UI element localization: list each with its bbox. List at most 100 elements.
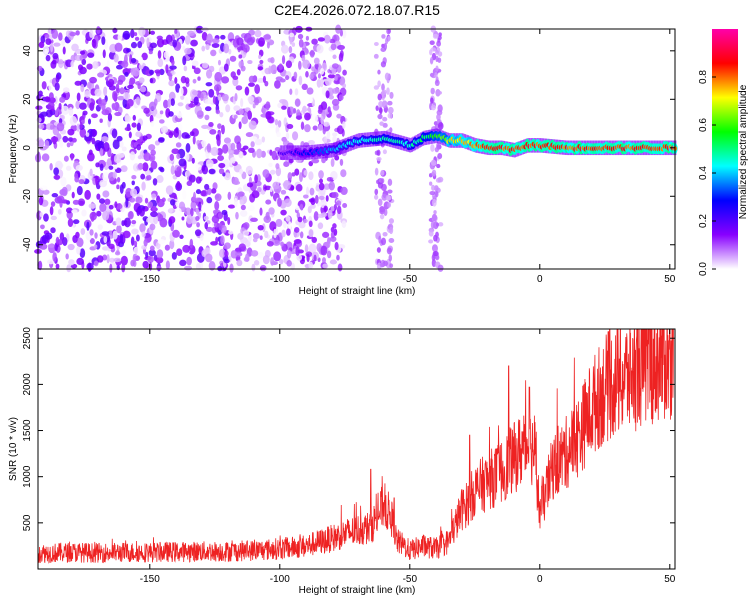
noise-blob <box>223 172 231 181</box>
noise-blob <box>218 248 226 258</box>
noise-blob <box>342 203 348 208</box>
y-tick-label: -40 <box>22 237 33 252</box>
noise-blob <box>339 77 345 85</box>
noise-blob <box>51 29 59 40</box>
noise-blob <box>51 59 57 65</box>
noise-blob <box>129 151 136 161</box>
noise-blob <box>55 236 60 245</box>
noise-blob <box>239 199 244 205</box>
noise-blob <box>248 176 252 184</box>
noise-blob <box>143 238 148 247</box>
noise-blob <box>113 257 122 263</box>
noise-blob <box>216 86 220 96</box>
noise-blob <box>186 180 193 186</box>
noise-blob <box>94 88 102 97</box>
noise-blob <box>148 101 157 111</box>
noise-blob <box>332 223 337 229</box>
noise-blob <box>76 185 83 196</box>
noise-blob <box>242 44 250 53</box>
noise-blob <box>379 107 383 115</box>
noise-blob <box>240 204 246 211</box>
noise-blob <box>163 51 169 59</box>
noise-blob <box>285 132 290 140</box>
colorbar-label: Normalized spectral amplitude <box>738 84 749 219</box>
noise-blob <box>320 101 328 110</box>
noise-blob <box>262 255 270 265</box>
noise-blob <box>97 224 103 231</box>
noise-blob <box>386 87 390 95</box>
noise-blob <box>46 259 55 265</box>
noise-blob <box>214 71 223 82</box>
noise-blob <box>130 29 135 39</box>
noise-blob <box>316 242 322 252</box>
noise-blob <box>260 190 266 195</box>
noise-blob <box>294 98 301 107</box>
noise-blob <box>436 90 443 95</box>
noise-blob <box>257 77 265 83</box>
noise-blob <box>262 75 267 84</box>
noise-blob <box>84 90 91 98</box>
noise-blob <box>295 205 300 211</box>
noise-blob <box>332 54 337 60</box>
noise-blob <box>380 169 385 176</box>
noise-blob <box>373 85 380 90</box>
noise-blob <box>136 144 142 151</box>
noise-blob <box>195 164 202 171</box>
noise-blob <box>336 205 342 215</box>
noise-blob <box>155 113 163 119</box>
noise-blob <box>121 60 129 68</box>
noise-blob <box>388 254 393 262</box>
noise-blob <box>233 197 238 208</box>
noise-blob <box>377 80 381 88</box>
noise-blob <box>382 149 387 155</box>
noise-blob <box>201 62 209 69</box>
noise-blob <box>123 92 131 101</box>
noise-blob <box>377 181 384 189</box>
noise-blob <box>318 182 325 191</box>
noise-blob <box>232 180 241 185</box>
noise-blob <box>86 81 92 89</box>
noise-blob <box>298 75 303 86</box>
noise-blob <box>197 76 201 81</box>
noise-blob <box>313 254 317 262</box>
noise-blob <box>44 33 50 39</box>
noise-blob <box>288 221 292 230</box>
noise-blob <box>323 136 328 144</box>
noise-blob <box>75 30 80 36</box>
noise-blob <box>186 256 192 266</box>
noise-blob <box>156 175 164 184</box>
noise-blob <box>38 123 45 130</box>
noise-blob <box>200 190 207 197</box>
noise-blob <box>59 96 66 103</box>
noise-blob <box>303 170 308 176</box>
noise-blob <box>239 168 244 175</box>
noise-blob <box>149 42 158 49</box>
noise-blob <box>374 188 379 196</box>
noise-blob <box>137 83 141 90</box>
noise-blob <box>45 54 51 62</box>
noise-blob <box>381 100 388 109</box>
noise-blob <box>165 260 170 270</box>
noise-blob <box>186 215 193 225</box>
noise-blob <box>320 245 328 256</box>
noise-blob <box>53 42 61 47</box>
noise-blob <box>331 87 340 94</box>
noise-blob <box>317 124 324 132</box>
noise-blob <box>304 112 311 121</box>
noise-blob <box>230 142 236 151</box>
noise-blob <box>54 109 59 117</box>
noise-blob <box>211 188 217 194</box>
noise-blob <box>317 108 323 114</box>
noise-blob <box>89 76 97 84</box>
noise-blob <box>58 32 63 41</box>
noise-blob <box>142 162 149 172</box>
noise-blob <box>318 195 325 200</box>
noise-blob <box>138 63 144 70</box>
noise-blob <box>133 84 138 91</box>
noise-blob <box>428 239 434 244</box>
noise-blob <box>271 150 278 161</box>
noise-blob <box>257 66 264 71</box>
noise-blob <box>130 41 138 49</box>
noise-blob <box>115 217 122 227</box>
noise-blob <box>65 207 73 214</box>
